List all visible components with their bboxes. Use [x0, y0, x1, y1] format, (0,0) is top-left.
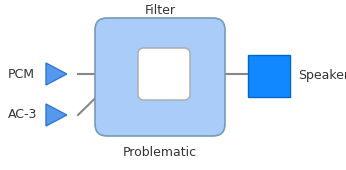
Polygon shape	[46, 63, 67, 85]
Bar	[248, 55, 290, 97]
Text: Filter: Filter	[145, 4, 175, 16]
Text: PCM: PCM	[8, 67, 35, 81]
Text: Speaker: Speaker	[298, 70, 346, 82]
Text: Problematic: Problematic	[123, 146, 197, 158]
FancyBboxPatch shape	[138, 48, 190, 100]
Polygon shape	[46, 104, 67, 126]
Text: AC-3: AC-3	[8, 108, 37, 122]
FancyBboxPatch shape	[95, 18, 225, 136]
